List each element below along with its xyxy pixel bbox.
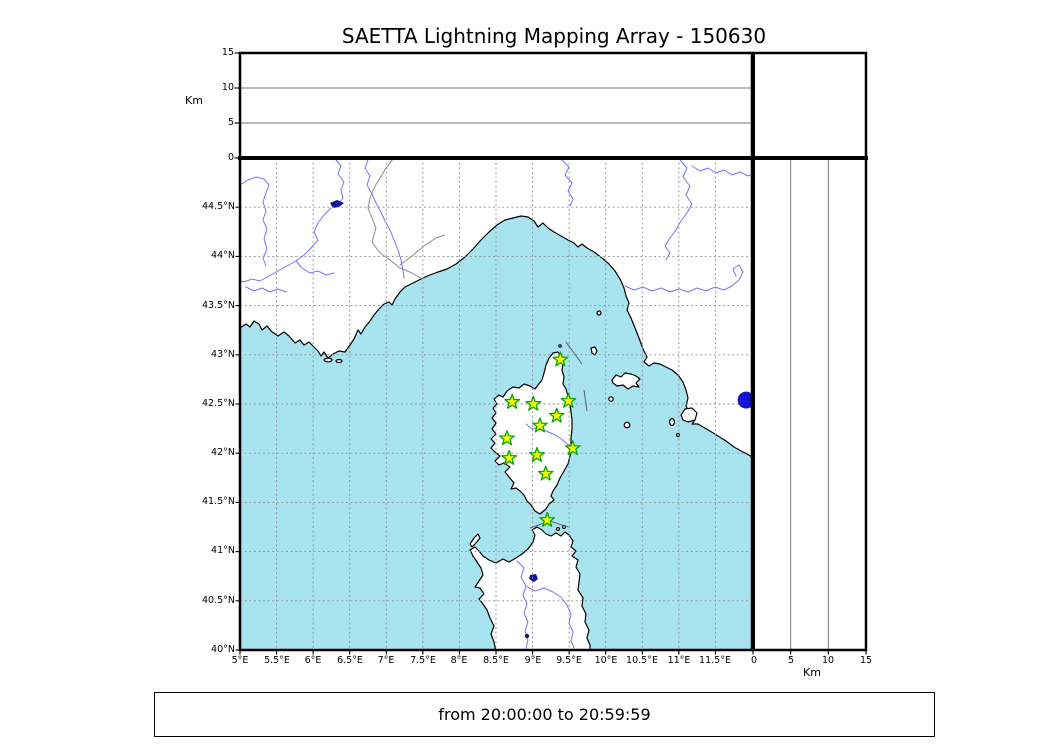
lat-tick: 40°N [211, 644, 235, 655]
lake-bolsena [737, 391, 752, 409]
lon-tick: 9°E [524, 655, 542, 666]
lon-tick: 7°E [377, 655, 395, 666]
station-marker-1 [552, 351, 569, 367]
stations-layer [499, 351, 581, 527]
lon-tick: 8°E [450, 655, 468, 666]
time-range-box: from 20:00:00 to 20:59:59 [154, 692, 935, 737]
elba-island [611, 372, 641, 390]
rkm-tick-5: 5 [787, 655, 795, 666]
lat-tick: 42.5°N [201, 398, 235, 409]
lon-tick: 6°E [304, 655, 322, 666]
border-layer [367, 158, 446, 280]
montecristo-island [623, 421, 631, 429]
argentario-peninsula [680, 407, 698, 423]
rkm-tick-0: 0 [750, 655, 758, 666]
lon-tick: 6.5°E [337, 655, 363, 666]
alt-tick-0: 0 [227, 152, 234, 163]
station-marker-10 [501, 449, 518, 465]
alt-tick-5: 5 [227, 117, 234, 128]
gorgona-island [596, 310, 602, 316]
lat-tick: 42°N [211, 447, 235, 458]
page-title: SAETTA Lightning Mapping Array - 150630 [341, 24, 767, 48]
station-marker-7 [499, 430, 515, 446]
land-layer [240, 158, 752, 650]
alt-tick-15: 15 [221, 47, 234, 58]
station-marker-2 [504, 393, 520, 409]
lon-tick: 9.5°E [556, 655, 582, 666]
asinara-island [469, 533, 481, 548]
lake-layer [330, 200, 538, 639]
station-marker-12 [539, 511, 556, 527]
map-panel [240, 158, 752, 650]
lon-tick: 10°E [594, 655, 618, 666]
station-marker-3 [525, 395, 542, 411]
station-marker-9 [529, 446, 545, 462]
panel-frames [238, 51, 868, 652]
station-marker-4 [560, 392, 577, 408]
porquerolles-island [323, 357, 333, 363]
lake-serre-poncon [330, 200, 344, 208]
lat-tick: 41.5°N [201, 496, 235, 507]
station-marker-11 [537, 465, 554, 481]
time-range-text: from 20:00:00 to 20:59:59 [438, 705, 651, 724]
lon-tick: 11°E [667, 655, 691, 666]
lat-tick: 40.5°N [201, 595, 235, 606]
altitude-panel-frame [238, 51, 754, 160]
lake-markers-layer [737, 391, 752, 409]
lon-tick: 5°E [231, 655, 249, 666]
station-marker-6 [532, 417, 548, 433]
mainland-coastline [240, 158, 752, 458]
river-layer [240, 159, 752, 649]
panel-gridlines [240, 87, 829, 650]
giglio-island [669, 418, 676, 427]
lake-omodeo [524, 633, 530, 639]
port-cros-island [335, 358, 343, 364]
corner-panel-frame [751, 51, 868, 160]
capraia-island [590, 346, 598, 356]
lat-tick: 43.5°N [201, 300, 235, 311]
corsica-coastline [490, 351, 573, 515]
lat-tick: 43°N [211, 349, 235, 360]
lon-tick: 11.5°E [699, 655, 731, 666]
lat-tick: 44.5°N [201, 201, 235, 212]
lon-tick: 5.5°E [264, 655, 290, 666]
rkm-tick-10: 10 [821, 655, 835, 666]
station-marker-5 [548, 407, 565, 423]
altitude-axis-label: Km [185, 94, 203, 107]
station-marker-8 [564, 440, 581, 456]
rkm-tick-15: 15 [859, 655, 873, 666]
maddalena-islet-1 [555, 526, 561, 532]
alt-tick-10: 10 [221, 82, 234, 93]
lon-tick: 7.5°E [410, 655, 436, 666]
lon-tick: 10.5°E [626, 655, 658, 666]
lon-tick: 8.5°E [483, 655, 509, 666]
right-axis-label: Km [803, 666, 821, 679]
lat-tick: 44°N [211, 250, 235, 261]
pianosa-island [608, 396, 614, 402]
giraglia-islet [558, 344, 562, 348]
lake-coghinas [529, 574, 538, 582]
lat-tick: 41°N [211, 545, 235, 556]
grid-layer [240, 158, 752, 650]
right-panel-frame [751, 156, 868, 652]
